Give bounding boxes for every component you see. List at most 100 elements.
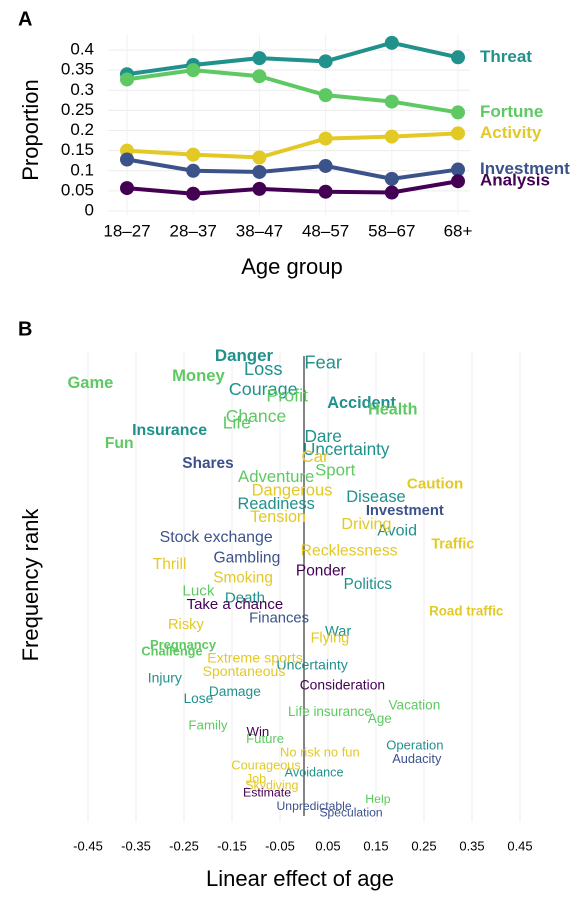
word: Extreme sports [207, 651, 303, 667]
word: Danger [215, 346, 274, 365]
word: Consideration [300, 676, 385, 692]
x-tick-label: 0.35 [459, 838, 484, 853]
word: Pregnancy [150, 637, 217, 652]
point [186, 163, 201, 178]
x-tick-label: 18–27 [103, 221, 150, 240]
point [120, 152, 134, 167]
word: Future [246, 731, 284, 746]
word: Vacation [389, 697, 441, 712]
x-tick-label: 38–47 [236, 221, 283, 240]
word: Courage [229, 379, 298, 399]
word: Chance [226, 406, 287, 426]
word: Gambling [213, 549, 280, 566]
word: Caution [407, 475, 463, 492]
word: Death [225, 589, 265, 606]
word: Health [368, 401, 417, 419]
word: Age [368, 711, 392, 726]
panel-label: B [18, 318, 32, 340]
point [384, 185, 399, 200]
word: Help [365, 792, 390, 806]
series-line [126, 131, 459, 160]
x-tick-label: 28–37 [170, 221, 217, 240]
y-tick-label: 0.2 [70, 120, 94, 139]
word: Money [172, 366, 225, 385]
y-axis-title: Frequency rank [18, 508, 43, 662]
word: Shares [182, 455, 233, 472]
y-tick-label: 0.1 [70, 160, 94, 179]
word: Fun [105, 435, 134, 452]
word: Avoidance [285, 765, 344, 779]
point [318, 158, 333, 173]
word: Uncertainty [303, 440, 390, 459]
word: Ponder [296, 563, 346, 580]
point [318, 88, 333, 103]
word: Injury [148, 670, 182, 686]
word: Audacity [392, 751, 442, 766]
word: Adventure [238, 467, 314, 486]
word: Road traffic [429, 603, 504, 618]
word: Traffic [431, 536, 474, 552]
word: Estimate [243, 785, 291, 799]
word: Skydiving [245, 779, 298, 793]
point [120, 181, 134, 196]
series-line [126, 157, 459, 181]
legend-label: Analysis [480, 171, 550, 190]
word: Profit [266, 386, 308, 406]
word: Life [223, 412, 251, 432]
point [451, 174, 465, 189]
point [252, 181, 267, 196]
word: Fear [304, 351, 342, 372]
x-tick-label: 0.15 [363, 838, 388, 853]
word: Job [246, 772, 266, 786]
y-axis-title: Proportion [18, 79, 43, 181]
word: Accident [327, 394, 396, 412]
y-tick-label: 0.4 [70, 40, 94, 59]
word: Thrill [153, 556, 187, 573]
word: Spontaneous [203, 663, 286, 679]
point [451, 105, 465, 120]
word: Driving [341, 515, 391, 533]
y-tick-label: 0.15 [61, 140, 94, 159]
word: Win [247, 724, 270, 739]
point [252, 150, 267, 165]
word: Loss [244, 359, 282, 379]
word: War [325, 624, 351, 640]
point [120, 72, 134, 87]
x-tick-label: 0.45 [507, 838, 532, 853]
point [451, 162, 465, 177]
panel-label: A [18, 8, 32, 30]
word: Life insurance [288, 704, 372, 719]
y-tick-label: 0.35 [61, 60, 94, 79]
x-tick-label: 0.05 [315, 838, 340, 853]
legend-label: Fortune [480, 102, 543, 121]
word: Tension [250, 508, 306, 526]
word: Sport [315, 460, 356, 479]
word: Finances [249, 610, 309, 626]
series-line [126, 179, 459, 196]
word: Lose [184, 691, 214, 706]
word: Recklessness [301, 543, 398, 560]
x-tick-label: -0.05 [265, 838, 295, 853]
legend-label: Investment [480, 159, 570, 178]
word: Courageous [231, 758, 300, 773]
y-tick-label: 0.3 [70, 80, 94, 99]
word: Damage [209, 684, 261, 699]
x-tick-label: -0.15 [217, 838, 247, 853]
x-tick-label: 58–67 [368, 221, 415, 240]
word: Car [301, 447, 329, 466]
word: Risky [168, 617, 205, 633]
word: Avoid [377, 523, 417, 540]
x-tick-label: -0.25 [169, 838, 199, 853]
word: Unpredictable [277, 799, 352, 813]
word: Luck [182, 583, 214, 600]
y-tick-label: 0 [85, 200, 94, 219]
point [252, 69, 267, 84]
word: Flying [311, 631, 350, 647]
series-line [126, 68, 459, 115]
point [318, 54, 333, 69]
point [252, 164, 267, 179]
point [318, 184, 333, 199]
x-tick-label: 68+ [444, 221, 473, 240]
